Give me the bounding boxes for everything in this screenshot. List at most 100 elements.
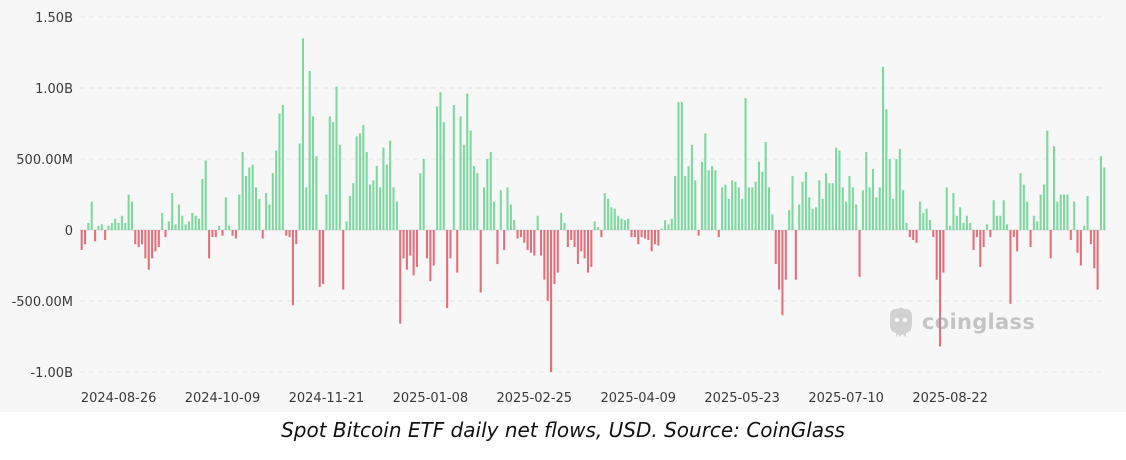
x-tick-label: 2025-08-22 — [912, 391, 988, 406]
inflow-bar — [881, 66, 885, 230]
inflow-bar — [469, 130, 472, 230]
inflow-bar — [197, 218, 201, 230]
inflow-bar — [311, 116, 315, 230]
outflow-bar — [208, 230, 211, 259]
inflow-bar — [888, 159, 891, 230]
outflow-bar — [647, 230, 650, 240]
inflow-bar — [1073, 201, 1076, 230]
outflow-bar — [164, 230, 167, 238]
inflow-bar — [258, 198, 261, 230]
inflow-bar — [218, 225, 221, 230]
inflow-bar — [472, 166, 476, 230]
inflow-bar — [127, 194, 130, 230]
inflow-bar — [680, 102, 683, 230]
x-axis-ticks: 2024-08-26 2024-10-09 2024-11-21 2025-01-08… — [81, 391, 988, 406]
inflow-bar — [848, 176, 851, 230]
inflow-bar — [727, 198, 730, 230]
inflow-bar — [1006, 224, 1009, 230]
inflow-bar — [885, 109, 888, 230]
outflow-bar — [479, 230, 482, 293]
inflow-bar — [513, 220, 516, 230]
outflow-bar — [285, 230, 288, 236]
chart-caption: Spot Bitcoin ETF daily net flows, USD. S… — [281, 418, 845, 442]
inflow-bar — [459, 116, 462, 230]
x-tick-label: 2025-01-08 — [393, 391, 469, 406]
outflow-bar — [523, 230, 526, 243]
inflow-bar — [744, 97, 747, 230]
inflow-bar — [251, 164, 254, 230]
inflow-bar — [895, 159, 898, 230]
inflow-bar — [788, 210, 791, 230]
outflow-bar — [1096, 230, 1099, 290]
inflow-bar — [999, 215, 1002, 230]
inflow-bar — [838, 150, 841, 230]
x-tick-label: 2025-07-10 — [808, 391, 884, 406]
inflow-bar — [754, 181, 757, 230]
inflow-bar — [395, 201, 398, 230]
inflow-bar — [757, 161, 761, 230]
inflow-bar — [955, 215, 958, 230]
inflow-bar — [593, 221, 596, 230]
outflow-bar — [425, 230, 429, 259]
outflow-bar — [415, 230, 419, 267]
outflow-bar — [633, 230, 636, 238]
outflow-bar — [1093, 230, 1096, 269]
outflow-bar — [781, 230, 784, 316]
inflow-bar — [824, 173, 828, 230]
inflow-bar — [694, 180, 697, 230]
inflow-bar — [764, 141, 767, 230]
inflow-bar — [737, 187, 740, 230]
inflow-bar — [613, 208, 616, 230]
inflow-bar — [462, 144, 465, 230]
inflow-bar — [328, 116, 331, 230]
outflow-bar — [137, 230, 140, 248]
outflow-bar — [912, 230, 915, 240]
inflow-bar — [791, 176, 794, 230]
inflow-bar — [714, 170, 717, 230]
inflow-bar — [301, 38, 305, 230]
inflow-bar — [801, 181, 804, 230]
inflow-bar — [627, 218, 630, 230]
inflow-bar — [690, 144, 693, 230]
inflow-bar — [670, 218, 673, 230]
outflow-bar — [935, 230, 938, 280]
inflow-bar — [271, 173, 274, 230]
inflow-bar — [332, 122, 335, 230]
coinglass-logo-icon — [890, 307, 912, 337]
inflow-bar — [124, 222, 127, 230]
inflow-bar — [952, 193, 955, 230]
inflow-bar — [1046, 130, 1049, 230]
outflow-bar — [318, 230, 321, 287]
outflow-bar — [600, 230, 603, 238]
outflow-bar — [211, 230, 214, 238]
outflow-bar — [570, 230, 573, 240]
outflow-bar — [637, 230, 640, 245]
inflow-bar — [482, 187, 486, 230]
inflow-bar — [851, 187, 854, 230]
inflow-bar — [607, 198, 610, 230]
inflow-bar — [248, 167, 251, 230]
outflow-bar — [261, 230, 264, 239]
inflow-bar — [563, 222, 566, 230]
outflow-bar — [154, 230, 157, 252]
inflow-bar — [1063, 194, 1066, 230]
outflow-bar — [539, 230, 543, 256]
inflow-bar — [187, 221, 191, 230]
outflow-bar — [697, 230, 700, 236]
inflow-bar — [1039, 194, 1042, 230]
inflow-bar — [814, 207, 818, 230]
outflow-bar — [412, 230, 415, 276]
outflow-bar — [553, 230, 556, 284]
inflow-bar — [439, 92, 442, 230]
inflow-bar — [660, 228, 663, 230]
inflow-bar — [868, 187, 871, 230]
inflow-bar — [724, 184, 727, 230]
inflow-bar — [110, 222, 113, 230]
outflow-bar — [543, 230, 546, 280]
outflow-bar — [516, 230, 519, 239]
inflow-bar — [536, 215, 539, 230]
outflow-bar — [1016, 230, 1019, 252]
outflow-bar — [576, 230, 579, 265]
inflow-bar — [379, 187, 382, 230]
inflow-bar — [1099, 156, 1103, 230]
